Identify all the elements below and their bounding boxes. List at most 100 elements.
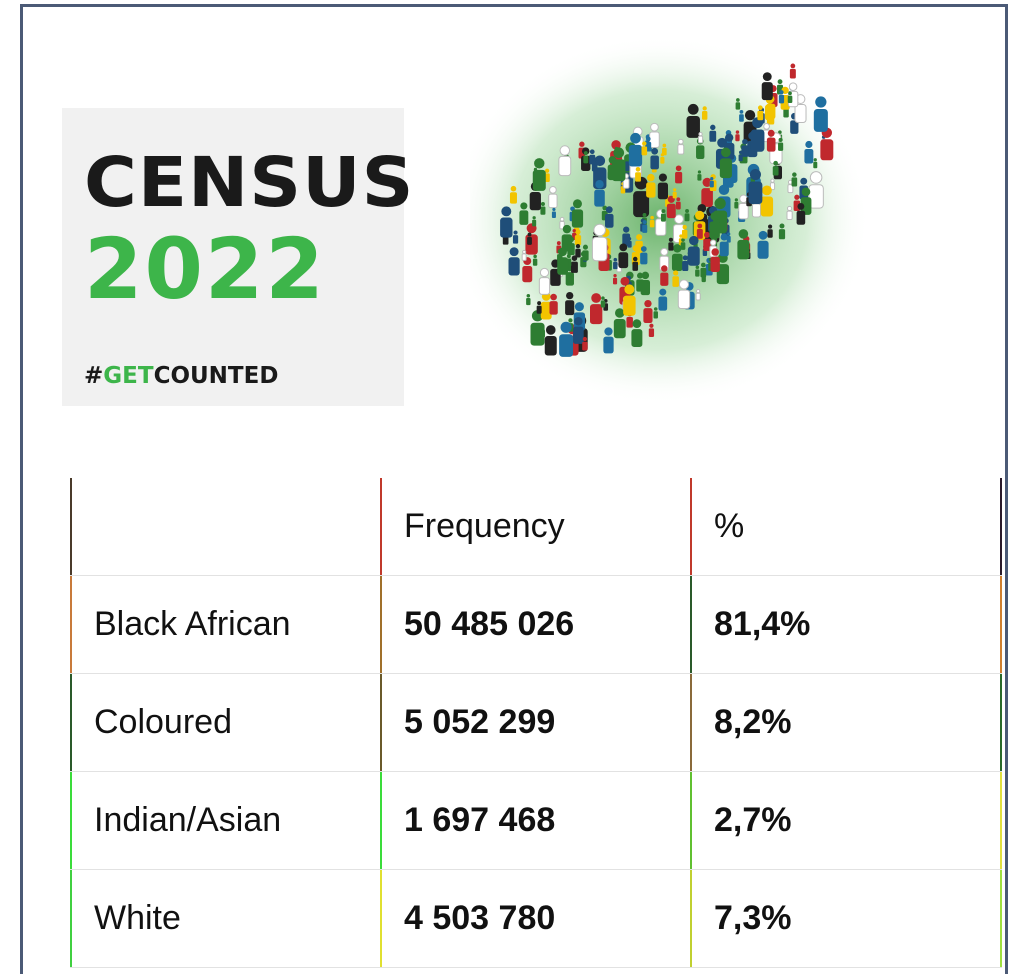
person-icon xyxy=(650,215,654,220)
person-icon xyxy=(761,185,772,196)
person-icon xyxy=(545,325,556,335)
person-icon xyxy=(779,223,785,229)
value-cell: 7,3% xyxy=(690,870,1000,967)
person-icon xyxy=(660,213,666,222)
person-icon xyxy=(613,261,618,270)
person-icon xyxy=(589,149,595,155)
person-icon xyxy=(565,272,574,286)
person-icon xyxy=(676,197,681,202)
person-icon xyxy=(678,279,690,290)
person-icon xyxy=(533,254,537,259)
person-icon xyxy=(612,159,626,182)
person-icon xyxy=(714,197,726,210)
person-icon xyxy=(559,216,565,222)
person-icon xyxy=(568,318,573,323)
person-icon xyxy=(522,266,533,283)
person-icon xyxy=(778,142,784,151)
person-icon xyxy=(645,136,651,142)
person-icon xyxy=(677,144,685,155)
person-icon xyxy=(644,299,652,308)
person-icon xyxy=(720,233,728,241)
person-icon xyxy=(710,124,716,131)
person-icon xyxy=(738,154,743,162)
person-icon xyxy=(735,134,740,142)
person-icon xyxy=(689,235,699,246)
person-icon xyxy=(532,219,537,227)
person-icon xyxy=(641,271,650,280)
person-icon xyxy=(632,261,639,271)
person-icon xyxy=(591,162,598,172)
person-icon xyxy=(642,224,648,233)
person-icon xyxy=(813,161,818,169)
person-icon xyxy=(681,238,685,242)
person-icon xyxy=(766,137,776,152)
person-icon xyxy=(760,196,774,217)
person-icon xyxy=(696,288,701,294)
person-icon xyxy=(633,191,650,218)
person-icon xyxy=(658,173,667,182)
hash-get: GET xyxy=(103,363,154,389)
person-icon xyxy=(635,172,641,182)
person-icon xyxy=(778,94,785,104)
person-icon xyxy=(534,158,545,169)
table-edge xyxy=(1000,576,1002,673)
person-icon xyxy=(605,206,613,214)
table-row: Coloured 5 052 299 8,2% xyxy=(70,674,1002,772)
person-icon xyxy=(651,147,659,155)
person-icon xyxy=(626,317,633,328)
person-icon xyxy=(738,229,749,239)
person-icon xyxy=(565,300,575,316)
person-icon xyxy=(735,102,741,110)
person-icon xyxy=(636,234,643,241)
value-cell: 2,7% xyxy=(690,772,1000,869)
person-icon xyxy=(604,327,613,336)
person-icon xyxy=(660,247,669,256)
person-icon xyxy=(701,188,713,207)
person-icon xyxy=(662,147,667,156)
person-icon xyxy=(773,160,778,166)
person-icon xyxy=(539,267,550,278)
person-icon xyxy=(778,229,786,240)
person-icon xyxy=(649,323,654,328)
person-icon xyxy=(701,271,706,275)
person-icon xyxy=(640,280,651,296)
person-icon xyxy=(624,284,635,295)
person-icon xyxy=(681,229,688,239)
person-icon xyxy=(787,205,793,212)
person-icon xyxy=(643,308,653,324)
person-icon xyxy=(572,228,577,233)
person-icon xyxy=(750,129,765,152)
person-icon xyxy=(703,238,711,251)
person-icon xyxy=(660,272,669,286)
value-cell: 81,4% xyxy=(690,576,1000,673)
person-icon xyxy=(500,217,513,238)
table-row: Black African 50 485 026 81,4% xyxy=(70,576,1002,674)
person-icon xyxy=(526,294,531,298)
person-icon xyxy=(551,211,556,219)
people-map xyxy=(470,40,870,405)
person-icon xyxy=(741,145,749,157)
person-icon xyxy=(637,272,644,279)
person-icon xyxy=(591,236,608,262)
person-icon xyxy=(618,252,629,269)
person-icon xyxy=(679,234,683,238)
person-icon xyxy=(801,187,811,197)
person-icon xyxy=(620,276,630,286)
person-icon xyxy=(767,129,775,137)
person-icon xyxy=(696,228,703,239)
person-icon xyxy=(677,138,684,145)
logo-hashtag: #GETCOUNTED xyxy=(84,363,278,389)
person-icon xyxy=(695,265,700,270)
person-icon xyxy=(738,203,749,220)
person-icon xyxy=(559,221,565,230)
header-row: Frequency% xyxy=(70,478,1002,576)
person-icon xyxy=(630,132,641,144)
person-icon xyxy=(671,253,683,272)
person-icon xyxy=(787,184,794,194)
person-icon xyxy=(757,240,769,259)
person-icon xyxy=(502,235,509,245)
person-icon xyxy=(650,155,659,170)
person-icon xyxy=(702,106,707,111)
person-icon xyxy=(668,237,673,242)
person-icon xyxy=(619,243,628,252)
